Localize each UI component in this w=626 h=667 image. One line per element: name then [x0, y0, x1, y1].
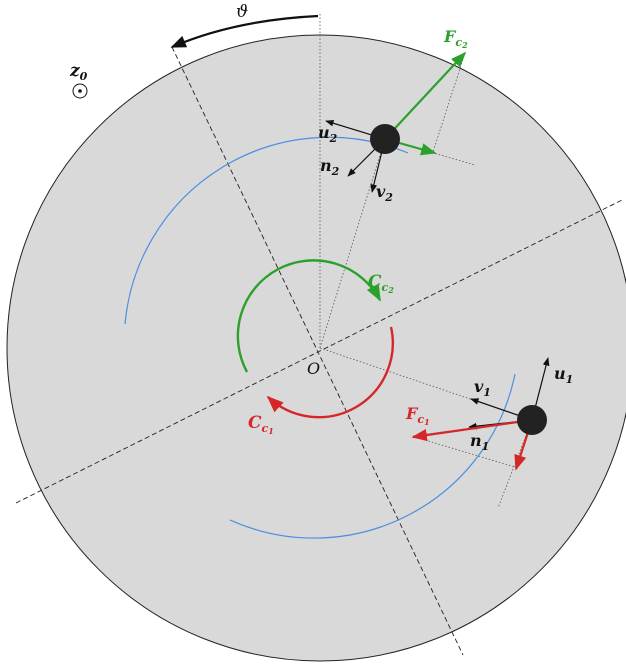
vector-Fc1: [411, 418, 533, 442]
label-origin: O: [307, 359, 320, 378]
radius-to-mass-2: [319, 138, 386, 349]
label-Fc1: Fc1: [405, 404, 430, 427]
label-u1: u1: [554, 364, 573, 386]
label-theta: ϑ: [236, 2, 248, 22]
z0-dot: [78, 89, 82, 93]
rotated-axis-1: [171, 46, 464, 656]
torque-arc-Cc1: [266, 326, 394, 419]
theta-rotation-arrow: [170, 14, 319, 49]
mass-1: [517, 405, 547, 435]
label-n1: n1: [470, 431, 489, 453]
vector-Fc2: [384, 51, 467, 140]
label-Cc2: Cc2: [368, 272, 394, 295]
torque-arc-Cc2: [236, 259, 382, 373]
label-v1: v1: [474, 377, 491, 399]
z0-out-of-plane-icon: [72, 83, 88, 99]
trajectory-arc-upper: [124, 136, 409, 325]
label-Fc2: Fc2: [443, 27, 468, 50]
rotating-disk: [6, 34, 626, 662]
label-v2: v2: [376, 182, 393, 204]
label-z0: z0: [69, 61, 88, 83]
label-u2: u2: [318, 123, 338, 145]
label-n2: n2: [320, 156, 340, 178]
rotated-axis-2: [15, 199, 623, 504]
mass-2: [370, 124, 400, 154]
label-Cc1: Cc1: [248, 413, 274, 436]
